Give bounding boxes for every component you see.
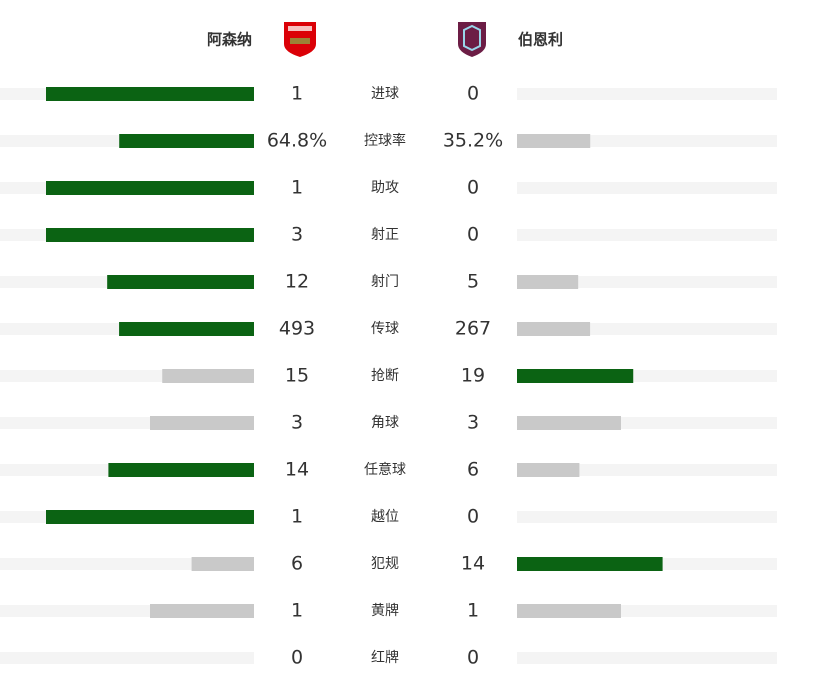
away-value: 19: [461, 365, 485, 387]
away-track: [517, 464, 777, 476]
home-badge: [284, 22, 316, 57]
home-bar: [191, 557, 254, 571]
home-value: 15: [285, 365, 309, 387]
away-value: 0: [467, 177, 479, 199]
home-value: 1: [291, 177, 303, 199]
away-bar: [517, 557, 663, 571]
away-bar: [517, 275, 579, 289]
home-bar: [107, 275, 254, 289]
home-bar: [162, 369, 254, 383]
home-value: 12: [285, 271, 309, 293]
away-value: 267: [455, 318, 491, 340]
stat-label: 犯规: [371, 556, 399, 572]
home-value: 64.8%: [267, 130, 327, 152]
away-value: 0: [467, 83, 479, 105]
stat-label: 射门: [371, 274, 399, 290]
stat-label: 角球: [371, 415, 399, 431]
away-value: 14: [461, 553, 485, 575]
home-bar: [46, 228, 254, 242]
away-value: 35.2%: [443, 130, 503, 152]
stat-label: 黄牌: [371, 602, 399, 619]
home-track: [0, 652, 254, 664]
home-bar: [108, 463, 255, 477]
home-value: 1: [291, 83, 303, 105]
home-value: 493: [279, 318, 315, 340]
away-track: [517, 229, 777, 241]
home-bar: [46, 87, 254, 101]
away-value: 1: [467, 600, 479, 622]
stat-label: 射正: [371, 227, 399, 243]
home-value: 1: [291, 600, 303, 622]
stat-label: 红牌: [371, 649, 399, 666]
away-track: [517, 652, 777, 664]
away-bar: [517, 369, 634, 383]
home-bar: [150, 416, 254, 430]
away-track: [517, 276, 777, 288]
away-value: 0: [467, 224, 479, 246]
away-track: [517, 88, 777, 100]
home-value: 0: [291, 647, 303, 669]
stat-label: 抢断: [371, 367, 399, 384]
away-value: 5: [467, 271, 479, 293]
away-value: 3: [467, 412, 479, 434]
stat-label: 传球: [371, 321, 399, 337]
away-team: 伯恩利: [518, 31, 563, 49]
stat-label: 越位: [371, 509, 399, 525]
away-value: 0: [467, 647, 479, 669]
away-track: [517, 182, 777, 194]
away-bar: [517, 604, 621, 618]
home-team: 阿森纳: [207, 31, 252, 49]
away-badge: [458, 22, 486, 57]
stat-label: 任意球: [364, 461, 406, 478]
away-bar: [517, 322, 591, 336]
away-value: 0: [467, 506, 479, 528]
home-value: 6: [291, 553, 303, 575]
stat-label: 助攻: [371, 180, 399, 196]
away-track: [517, 511, 777, 523]
away-bar: [517, 463, 580, 477]
home-bar: [150, 604, 254, 618]
away-bar: [517, 416, 621, 430]
home-value: 14: [285, 459, 309, 481]
home-value: 3: [291, 412, 303, 434]
home-value: 3: [291, 224, 303, 246]
home-bar: [119, 322, 254, 336]
home-value: 1: [291, 506, 303, 528]
home-track: [0, 558, 254, 570]
stat-label: 进球: [371, 86, 399, 102]
away-bar: [517, 134, 591, 148]
stat-label: 控球率: [364, 132, 406, 149]
home-bar: [119, 134, 254, 148]
away-value: 6: [467, 459, 479, 481]
home-bar: [46, 510, 254, 524]
home-bar: [46, 181, 254, 195]
